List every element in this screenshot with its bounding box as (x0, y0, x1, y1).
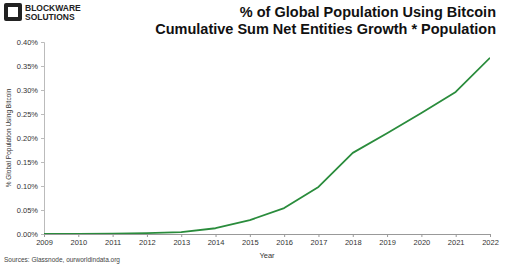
x-axis: 2009 2010 2011 2012 2013 2014 2015 2016 2017 2018… (36, 234, 499, 247)
x-tick-mark (250, 234, 251, 237)
y-tick-mark (41, 162, 44, 163)
x-tick-mark (216, 234, 217, 237)
plot-area (44, 58, 490, 234)
y-tick: 0.35% (17, 62, 44, 71)
x-tick-label: 2017 (311, 238, 328, 247)
y-tick: 0.25% (17, 110, 44, 119)
y-tick-mark (41, 210, 44, 211)
y-tick-label: 0.10% (17, 182, 39, 191)
x-tick-mark (456, 234, 457, 237)
x-tick-mark (284, 234, 285, 237)
x-tick-mark (387, 234, 388, 237)
x-tick: 2011 (105, 234, 121, 247)
data-line (44, 58, 490, 234)
x-tick-mark (421, 234, 422, 237)
x-tick-label: 2010 (70, 238, 87, 247)
logo-text: SOLUTIONS (25, 12, 75, 22)
y-tick: 0.30% (17, 86, 44, 95)
x-tick-mark (147, 234, 148, 237)
y-axis-title: % Global Population Using Bitcoin (5, 88, 13, 187)
x-tick: 2010 (70, 234, 87, 247)
x-tick-mark (318, 234, 319, 237)
x-tick-label: 2022 (482, 238, 499, 247)
x-tick: 2022 (482, 234, 499, 247)
x-tick-mark (78, 234, 79, 237)
y-tick: 0.05% (17, 206, 44, 215)
y-tick-label: 0.30% (17, 86, 39, 95)
x-axis-title: Year (259, 251, 275, 260)
x-tick-mark (490, 234, 491, 237)
title: % of Global Population Using Bitcoin (240, 4, 496, 20)
chart: BLOCKWARESOLUTIONS % of Global Population… (0, 0, 512, 265)
x-tick-label: 2011 (105, 238, 121, 247)
y-tick-label: 0.35% (17, 62, 39, 71)
x-tick: 2019 (379, 234, 396, 247)
y-tick-mark (41, 138, 44, 139)
y-tick-mark (41, 114, 44, 115)
x-tick: 2014 (208, 234, 225, 247)
x-tick: 2013 (173, 234, 190, 247)
x-tick: 2018 (345, 234, 362, 247)
x-tick-mark (181, 234, 182, 237)
y-tick-label: 0.05% (17, 206, 39, 215)
x-tick-label: 2020 (414, 238, 431, 247)
y-tick-label: 0.20% (17, 134, 39, 143)
y-tick-label: 0.15% (17, 158, 39, 167)
x-tick-mark (113, 234, 114, 237)
y-tick-label: 0.25% (17, 110, 39, 119)
x-tick-label: 2018 (345, 238, 362, 247)
x-tick: 2021 (448, 234, 465, 247)
y-tick: 0.15% (17, 158, 44, 167)
x-tick: 2009 (36, 234, 53, 247)
y-axis-line (41, 43, 45, 235)
x-tick-mark (353, 234, 354, 237)
y-tick-mark (41, 234, 44, 235)
x-axis-line (45, 235, 491, 238)
x-tick: 2020 (414, 234, 431, 247)
y-tick: 0.40% (17, 38, 44, 47)
y-axis: 0.00% 0.05% 0.10% 0.15% 0.20% 0.25% 0.30% 0.35%… (17, 38, 45, 239)
x-tick-label: 2015 (242, 238, 259, 247)
x-tick-label: 2021 (448, 238, 465, 247)
x-tick-label: 2009 (36, 238, 53, 247)
x-tick-label: 2012 (139, 238, 156, 247)
x-tick: 2015 (242, 234, 259, 247)
x-tick-label: 2014 (208, 238, 225, 247)
x-tick: 2016 (276, 234, 293, 247)
x-tick-mark (44, 234, 45, 237)
logo: BLOCKWARESOLUTIONS (4, 3, 81, 22)
y-tick-label: 0.40% (17, 38, 39, 47)
logo-icon-inner (8, 7, 18, 17)
y-tick: 0.10% (17, 182, 44, 191)
x-tick: 2012 (139, 234, 156, 247)
source: Sources: Glassnode, ourworldindata.org (4, 256, 120, 264)
y-tick-mark (41, 186, 44, 187)
x-tick-label: 2013 (173, 238, 190, 247)
x-tick: 2017 (311, 234, 328, 247)
logo-icon (4, 3, 22, 21)
subtitle: Cumulative Sum Net Entities Growth * Pop… (155, 21, 496, 37)
y-tick-label: 0.00% (17, 230, 39, 239)
y-tick-mark (41, 66, 44, 67)
x-tick-label: 2019 (379, 238, 396, 247)
y-tick: 0.20% (17, 134, 44, 143)
y-tick-mark (41, 90, 44, 91)
x-tick-label: 2016 (276, 238, 293, 247)
y-tick-mark (41, 42, 44, 43)
